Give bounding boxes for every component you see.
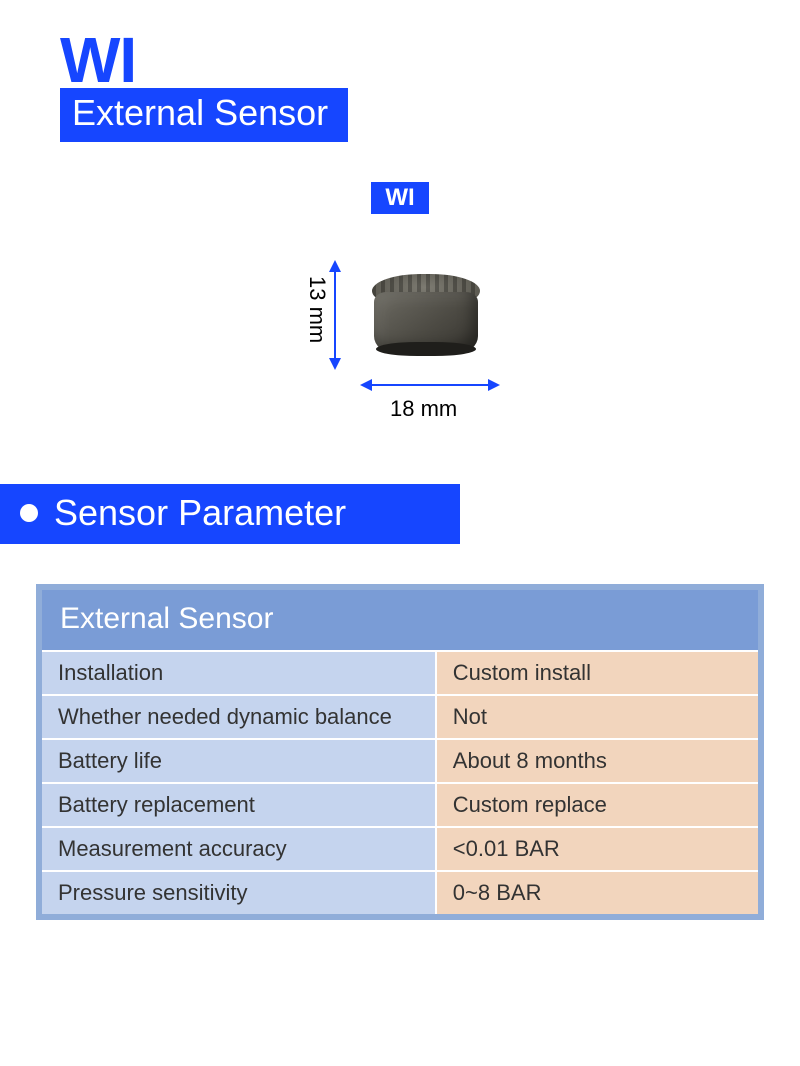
table-row: Battery replacementCustom replace	[42, 783, 758, 827]
spec-value: About 8 months	[436, 739, 758, 783]
sensor-illustration	[366, 264, 486, 364]
spec-label: Measurement accuracy	[42, 827, 436, 871]
table-row: InstallationCustom install	[42, 651, 758, 695]
brand-label: WI	[60, 28, 800, 92]
spec-value: Custom replace	[436, 783, 758, 827]
product-badge: WI	[371, 182, 428, 214]
spec-value: Not	[436, 695, 758, 739]
spec-value: Custom install	[436, 651, 758, 695]
table-row: Measurement accuracy<0.01 BAR	[42, 827, 758, 871]
spec-table-body: InstallationCustom installWhether needed…	[42, 650, 758, 914]
section-title: Sensor Parameter	[54, 492, 346, 534]
subtitle-bar: External Sensor	[60, 88, 348, 142]
table-row: Whether needed dynamic balanceNot	[42, 695, 758, 739]
width-label: 18 mm	[390, 396, 457, 422]
spec-table: External Sensor InstallationCustom insta…	[36, 584, 764, 920]
section-header: Sensor Parameter	[0, 484, 460, 544]
spec-label: Pressure sensitivity	[42, 871, 436, 914]
table-row: Battery lifeAbout 8 months	[42, 739, 758, 783]
table-row: Pressure sensitivity0~8 BAR	[42, 871, 758, 914]
table-title: External Sensor	[42, 590, 758, 650]
spec-value: <0.01 BAR	[436, 827, 758, 871]
width-arrow	[360, 384, 500, 386]
dimension-diagram: WI 13 mm 18 mm	[270, 182, 530, 424]
height-arrow	[334, 260, 336, 370]
spec-label: Battery replacement	[42, 783, 436, 827]
spec-label: Installation	[42, 651, 436, 695]
spec-label: Whether needed dynamic balance	[42, 695, 436, 739]
header-block: WI External Sensor	[0, 0, 800, 142]
height-label: 13 mm	[304, 276, 330, 343]
bullet-icon	[20, 504, 38, 522]
spec-value: 0~8 BAR	[436, 871, 758, 914]
spec-label: Battery life	[42, 739, 436, 783]
